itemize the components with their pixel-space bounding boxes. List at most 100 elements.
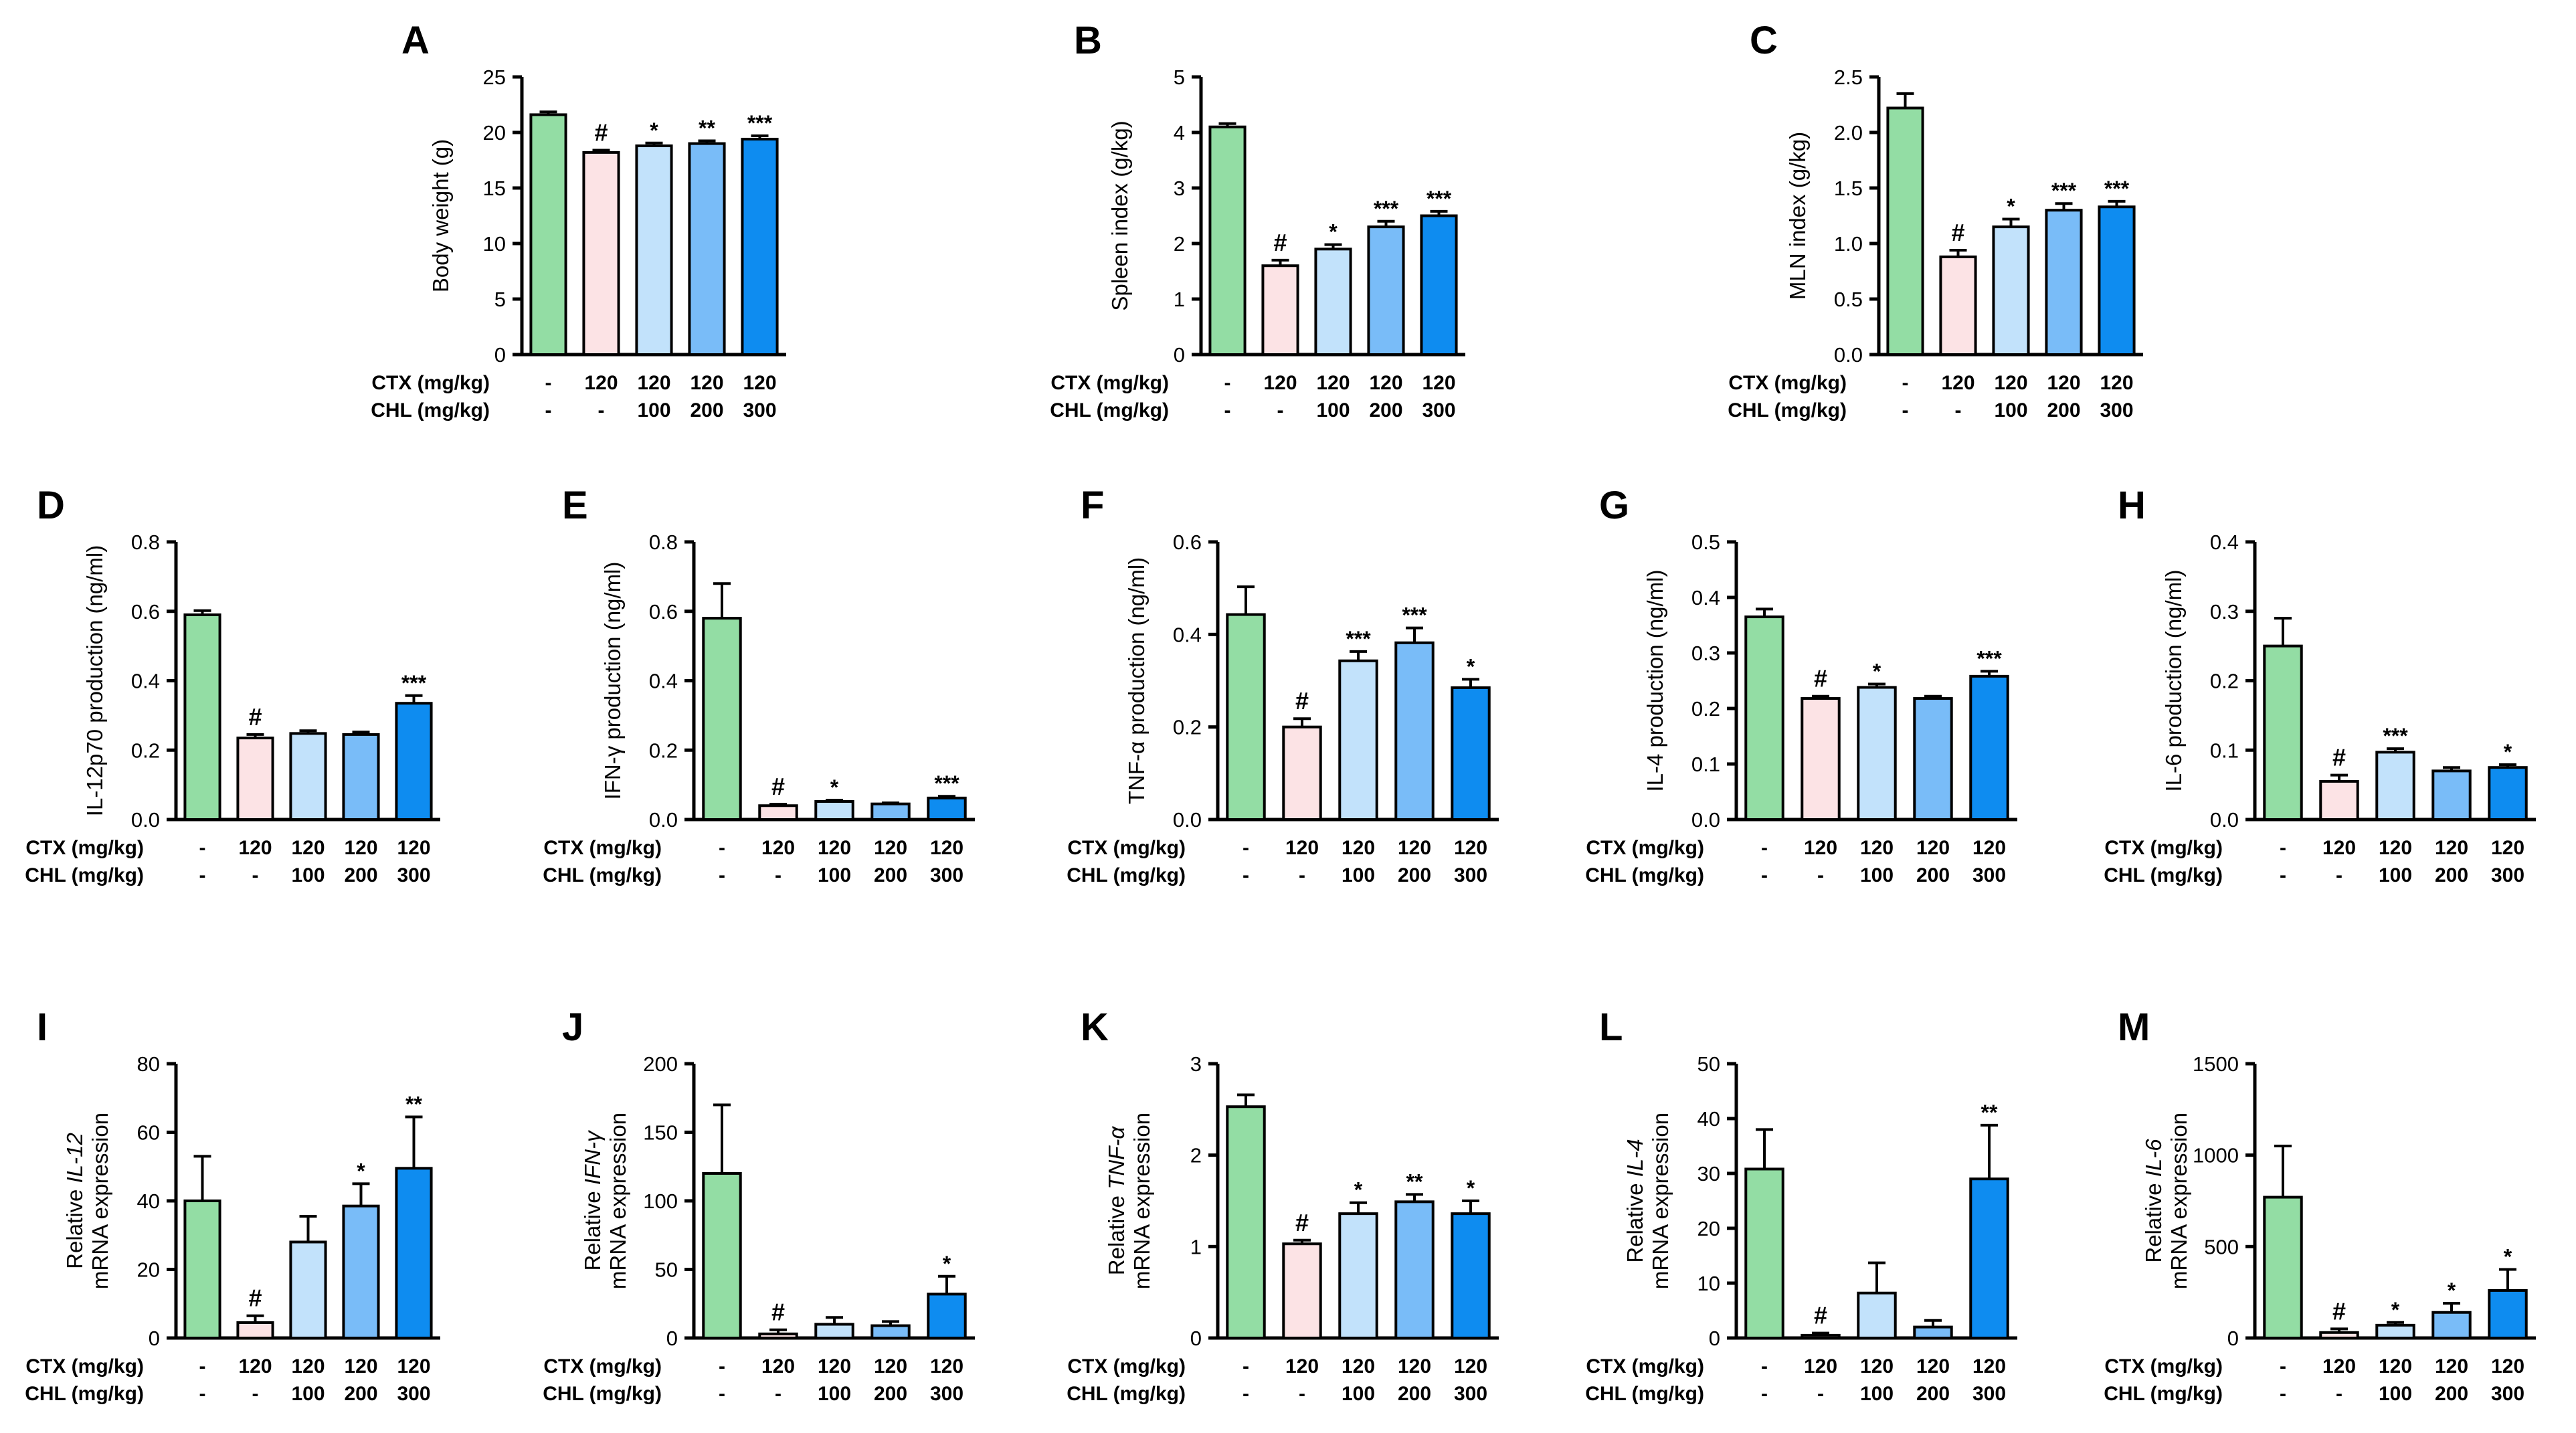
bar (702, 617, 742, 821)
y-axis-label: Relative IL-4 (1623, 1139, 1647, 1262)
bar (236, 737, 274, 821)
significance-mark: # (1295, 687, 1309, 714)
bar (2045, 209, 2083, 357)
significance-mark: * (2504, 1245, 2512, 1269)
bar (1801, 697, 1841, 822)
y-tick-label: 0.2 (1691, 697, 1720, 721)
y-tick-label: 20 (483, 121, 506, 145)
y-tick-label: 0 (666, 1327, 678, 1350)
chl-value: - (252, 1383, 259, 1405)
y-tick-label: 0.2 (2210, 670, 2239, 693)
chl-value: 300 (2100, 399, 2133, 421)
chl-value: 300 (2491, 864, 2524, 886)
ctx-value: - (1243, 1355, 1249, 1377)
bar (1857, 686, 1897, 821)
chl-value: - (2280, 864, 2286, 886)
y-tick-label: 0 (1174, 343, 1185, 367)
ctx-value: 120 (238, 1355, 272, 1377)
ctx-value: 120 (1941, 372, 1974, 394)
significance-mark: *** (747, 111, 773, 135)
ctx-value: 120 (238, 837, 272, 859)
ctx-value: 120 (690, 372, 723, 394)
bar (2319, 1331, 2359, 1340)
y-tick-label: 30 (1697, 1162, 1720, 1185)
ctx-row-label: CTX (mg/kg) (1728, 372, 1847, 394)
y-tick-label: 1500 (2193, 1052, 2239, 1076)
significance-mark: * (2448, 1278, 2456, 1303)
panel-f: F 0.0 0.2 0.4 0.6 TNF-α production (ng/ml) - - #… (1067, 484, 1499, 886)
y-tick-label: 0.2 (1173, 716, 1202, 739)
bar (1394, 641, 1435, 821)
y-axis-label: Relative IFN-γ (580, 1129, 605, 1271)
ctx-value: 120 (1398, 1355, 1431, 1377)
chl-value: - (2336, 1383, 2342, 1405)
significance-mark: *** (401, 671, 427, 695)
y-tick-label: 500 (2204, 1235, 2239, 1258)
bar (1992, 225, 2030, 356)
y-tick-label: 4 (1174, 121, 1185, 145)
panel-label: D (37, 484, 65, 527)
y-tick-label: 40 (1697, 1107, 1720, 1131)
panel-k: K 0 1 2 3 Relative TNF-α mRNA expression - - #120… (1067, 1006, 1499, 1405)
ctx-row-label: CTX (mg/kg) (1067, 1355, 1186, 1377)
chl-value: - (1243, 1383, 1249, 1405)
ctx-value: 120 (1369, 372, 1402, 394)
ctx-value: 120 (2379, 1355, 2412, 1377)
panel-e: E 0.0 0.2 0.4 0.6 0.8 IFN-γ production (ng/ml)… (543, 484, 975, 886)
ctx-value: - (1224, 372, 1231, 394)
y-tick-label: 0.8 (131, 531, 160, 554)
y-tick-label: 20 (137, 1258, 160, 1282)
ctx-value: 120 (2322, 1355, 2356, 1377)
bar (2488, 766, 2528, 821)
ctx-value: 120 (1804, 837, 1837, 859)
y-tick-label: 0.0 (1834, 343, 1863, 367)
significance-mark: * (2007, 194, 2015, 218)
y-axis-label: Relative IL-6 (2141, 1139, 2166, 1263)
y-tick-label: 40 (137, 1189, 160, 1213)
ctx-value: 120 (2047, 372, 2080, 394)
bar (1451, 1212, 1491, 1339)
panel-d: D 0.0 0.2 0.4 0.6 0.8 IL-12p70 production (ng/… (25, 484, 440, 886)
chl-value: 100 (1342, 864, 1375, 886)
y-tick-label: 0.2 (131, 739, 160, 762)
y-tick-label: 0.3 (2210, 600, 2239, 624)
chl-value: 100 (2379, 864, 2412, 886)
y-axis-label: Relative TNF-α (1104, 1126, 1129, 1276)
chl-value: 100 (2379, 1383, 2412, 1405)
y-tick-label: 2 (1174, 232, 1185, 256)
chl-value: 200 (1398, 864, 1431, 886)
y-tick-label: 0.0 (131, 808, 160, 832)
chl-value: 200 (344, 864, 377, 886)
y-axis-label-line2: mRNA expression (1129, 1113, 1154, 1289)
significance-mark: *** (934, 771, 959, 795)
bar (927, 1293, 967, 1340)
chl-value: 300 (930, 864, 963, 886)
chl-row-label: CHL (mg/kg) (25, 1383, 144, 1405)
y-tick-label: 5 (1174, 66, 1185, 89)
chl-row-label: CHL (mg/kg) (2104, 1383, 2223, 1405)
bar (289, 732, 327, 821)
y-axis-label: Relative IL-12 (62, 1133, 87, 1269)
y-tick-label: 1 (1174, 288, 1185, 311)
ctx-value: 120 (344, 837, 377, 859)
significance-mark: ** (699, 116, 715, 140)
chl-value: - (545, 399, 552, 421)
bar (2375, 1323, 2415, 1340)
significance-mark: *** (1402, 603, 1427, 628)
y-tick-label: 10 (483, 232, 506, 256)
y-axis-label: Spleen index (g/kg) (1107, 120, 1132, 310)
bar (688, 142, 726, 356)
y-tick-label: 0 (494, 343, 506, 367)
significance-mark: # (1814, 1302, 1827, 1329)
ctx-value: - (199, 837, 206, 859)
ctx-value: 120 (2491, 837, 2524, 859)
ctx-value: 120 (2379, 837, 2412, 859)
bar (289, 1240, 327, 1339)
panel-label: H (2118, 484, 2146, 527)
y-tick-label: 2.0 (1834, 121, 1863, 145)
ctx-value: 120 (930, 837, 963, 859)
bar (1208, 125, 1247, 356)
chl-value: 100 (1994, 399, 2027, 421)
chl-value: - (1902, 399, 1909, 421)
